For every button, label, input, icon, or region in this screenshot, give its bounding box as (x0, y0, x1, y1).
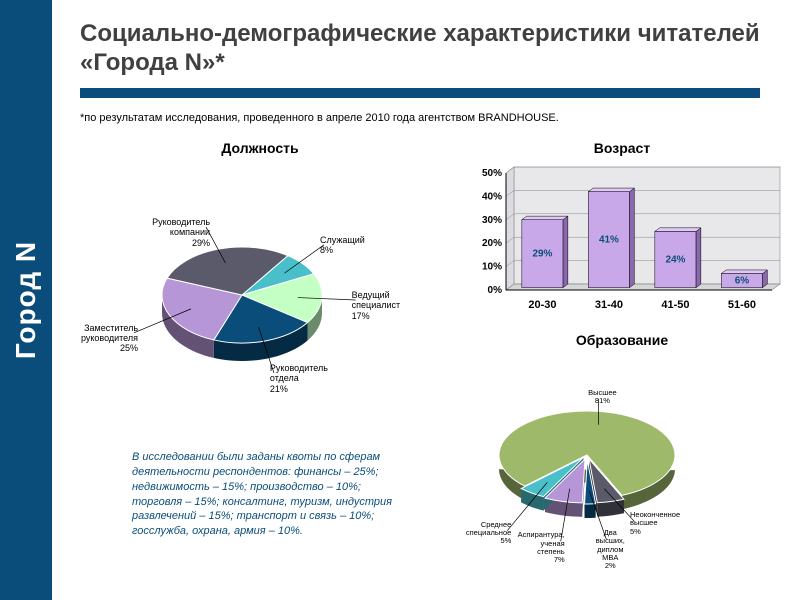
title-rule (80, 88, 760, 98)
svg-text:31-40: 31-40 (595, 299, 623, 311)
svg-text:40%: 40% (482, 191, 502, 202)
svg-text:0%: 0% (488, 285, 503, 296)
pie-slice-label: Руководительотдела21% (270, 363, 358, 394)
svg-text:30%: 30% (482, 215, 502, 226)
pie-slice-label: Руководителькомпании29% (122, 217, 210, 248)
svg-text:6%: 6% (735, 276, 750, 287)
svg-text:10%: 10% (482, 262, 502, 273)
svg-text:50%: 50% (482, 168, 502, 179)
footnote: *по результатам исследования, проведенно… (80, 112, 559, 124)
pie-slice-label: Высшее81% (558, 389, 646, 406)
svg-text:20-30: 20-30 (528, 299, 556, 311)
svg-text:24%: 24% (665, 255, 685, 266)
bar-chart: 0% 10% 20% 30% 40% 50% 29% 20-30 41% 31-40 24% 41-5… (462, 165, 782, 320)
pie1-title: Должность (80, 140, 440, 156)
slide-content: Социально-демографические характеристики… (52, 0, 800, 600)
pie-slice-label: Служащий8% (320, 235, 408, 256)
sidebar: Город N (0, 0, 52, 600)
svg-text:51-60: 51-60 (728, 299, 756, 311)
quota-note: В исследовании были заданы квоты по сфер… (132, 450, 412, 539)
pie2-title: Образование (462, 332, 782, 348)
svg-text:20%: 20% (482, 238, 502, 249)
pie-slice-label: Заместительруководителя25% (50, 323, 138, 354)
svg-text:29%: 29% (532, 249, 552, 260)
pie-slice-label: Ведущийспециалист17% (352, 290, 440, 321)
pie-slice-label: Двавысших,дипломMBA2% (566, 529, 654, 570)
page-title: Социально-демографические характеристики… (80, 20, 760, 78)
pie1-chart (112, 175, 372, 435)
svg-text:41%: 41% (599, 235, 619, 246)
svg-text:41-50: 41-50 (661, 299, 689, 311)
pie-slice-label: Среднееспециальное5% (423, 521, 511, 546)
bar-title: Возраст (462, 140, 782, 156)
brand-logo: Город N (10, 241, 42, 359)
